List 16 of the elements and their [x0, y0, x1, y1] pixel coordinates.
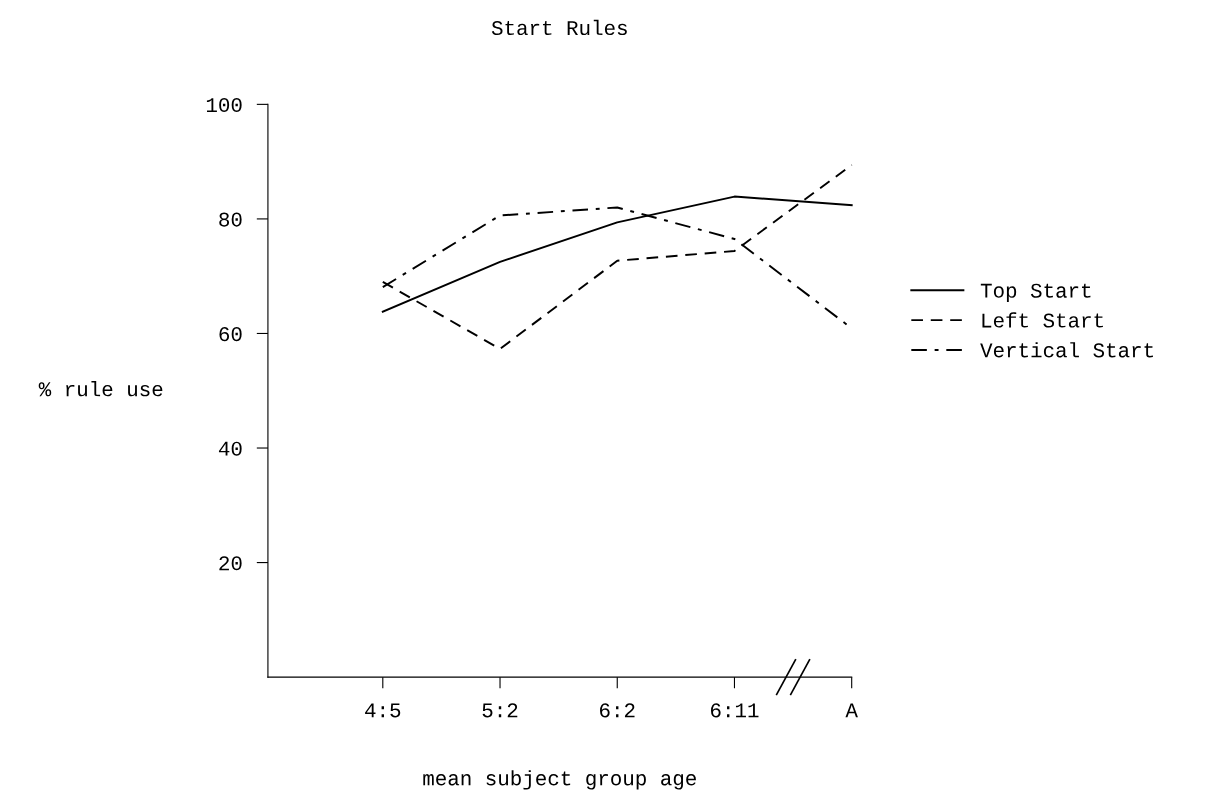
- y-tick-label: 40: [218, 441, 242, 456]
- x-tick-label: 5:2: [482, 703, 518, 718]
- x-tick-label: A: [845, 703, 858, 718]
- y-tick-label: 80: [219, 212, 242, 227]
- x-tick-label: 6:11: [711, 703, 759, 718]
- x-tick-label: 6:2: [600, 703, 635, 718]
- legend-label: Vertical Start: [980, 342, 1153, 358]
- x-tick-label: 4:5: [365, 703, 401, 718]
- y-tick-label: 60: [219, 327, 242, 342]
- y-tick-label: 20: [219, 556, 242, 571]
- y-axis-title: % rule use: [38, 381, 163, 397]
- legend-label: Top Start: [980, 283, 1091, 302]
- x-axis-title: mean subject group age: [423, 770, 696, 790]
- y-tick-label: 100: [206, 97, 242, 113]
- legend-label: Left Start: [982, 312, 1103, 328]
- chart-title: Start Rules: [491, 19, 627, 36]
